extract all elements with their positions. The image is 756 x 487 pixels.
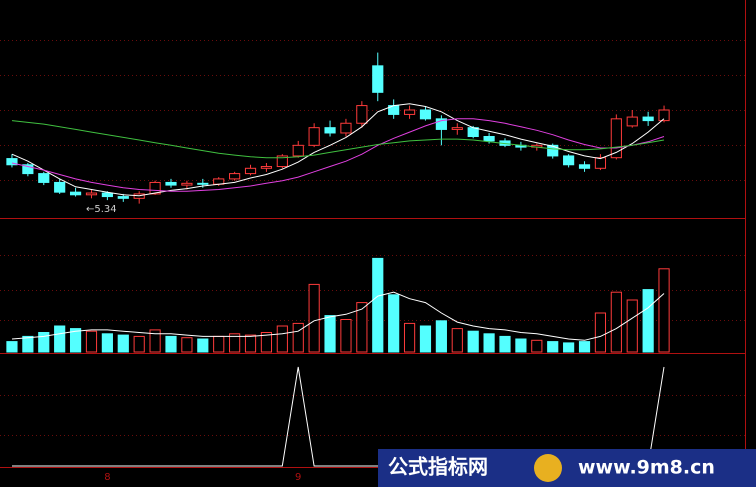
candle-body <box>626 116 638 127</box>
candle-body <box>292 144 304 157</box>
volume-bar <box>531 339 543 353</box>
volume-bar <box>260 332 273 353</box>
volume-bar <box>276 325 288 353</box>
candle-body <box>244 167 257 175</box>
candle-body <box>6 158 18 166</box>
volume-bar <box>69 328 82 353</box>
candle-body <box>658 109 670 122</box>
volume-bar <box>6 341 18 353</box>
candle-body <box>38 173 50 183</box>
volume-bar <box>547 341 559 353</box>
candle-body <box>308 127 320 146</box>
candle-body <box>372 65 384 93</box>
volume-bar <box>181 337 193 353</box>
moving-average <box>11 120 665 159</box>
x-tick-label: 8 <box>104 472 110 483</box>
watermark-banner <box>378 449 756 487</box>
volume-bar <box>244 334 257 353</box>
volume-bar <box>85 330 98 353</box>
volume-bar <box>435 320 447 353</box>
volume-bar <box>229 333 241 353</box>
candle-body <box>181 182 193 186</box>
volume-bar <box>451 328 463 353</box>
candle-body <box>165 181 177 186</box>
volume-bar <box>133 335 145 353</box>
candle-body <box>85 192 98 196</box>
candle-body <box>563 155 575 166</box>
candle-body <box>69 191 82 196</box>
candle-body <box>419 109 432 120</box>
moving-average <box>11 118 665 192</box>
volume-bar <box>308 283 320 353</box>
candle-body <box>356 105 368 124</box>
volume-bar <box>213 335 225 353</box>
watermark-right: www.9m8.cn <box>578 457 715 479</box>
candle-body <box>149 181 161 195</box>
volume-bar <box>165 335 177 353</box>
candle-body <box>594 157 607 169</box>
volume-bar <box>642 289 654 353</box>
volume-bar <box>515 338 527 353</box>
candle-body <box>260 166 273 169</box>
volume-bar <box>499 335 511 353</box>
moving-average <box>11 103 665 197</box>
watermark-icon <box>534 454 562 482</box>
candle-body <box>276 155 288 168</box>
candle-body <box>54 181 66 193</box>
volume-bar <box>54 325 66 353</box>
volume-bar <box>149 329 161 353</box>
dotted-grid <box>0 40 745 436</box>
volume-bar <box>372 257 384 353</box>
candle-body <box>642 116 654 122</box>
volume-bar <box>22 335 34 353</box>
low-annotation: ←5.34 <box>86 204 117 215</box>
volume-bar <box>324 315 336 353</box>
candle-body <box>451 127 463 130</box>
candle-body <box>340 122 352 134</box>
volume-bar <box>117 334 129 353</box>
candle-body <box>610 118 622 159</box>
candle-body <box>117 196 129 199</box>
candle-body <box>229 173 241 180</box>
volume-bar <box>38 332 50 353</box>
candle-body <box>197 182 209 185</box>
volume-bar <box>340 319 352 353</box>
x-tick-label: 9 <box>295 472 301 483</box>
volume-bar <box>610 291 622 353</box>
volume-bar <box>578 341 591 353</box>
volume-bar <box>101 333 113 353</box>
watermark-left: 公式指标网 <box>388 455 488 479</box>
candle-body <box>578 164 591 169</box>
volume-bar <box>197 338 209 353</box>
candle-body <box>101 192 113 198</box>
candle-body <box>547 144 559 157</box>
candle-body <box>324 127 336 134</box>
candle-body <box>435 118 447 130</box>
volume-bar <box>483 333 495 353</box>
volume-bar <box>356 302 368 353</box>
candle-body <box>403 109 416 115</box>
volume-bar <box>658 268 670 353</box>
candle-body <box>22 164 34 175</box>
volume-bar <box>467 330 479 353</box>
volume-bar <box>388 294 400 353</box>
volume-average <box>11 291 665 341</box>
volume-bar <box>563 342 575 353</box>
candle-body <box>483 136 495 142</box>
volume-bar <box>292 322 304 353</box>
volume-bar <box>626 299 638 353</box>
volume-bar <box>419 325 432 353</box>
volume-bar <box>403 322 416 353</box>
volume-bar <box>594 312 607 353</box>
